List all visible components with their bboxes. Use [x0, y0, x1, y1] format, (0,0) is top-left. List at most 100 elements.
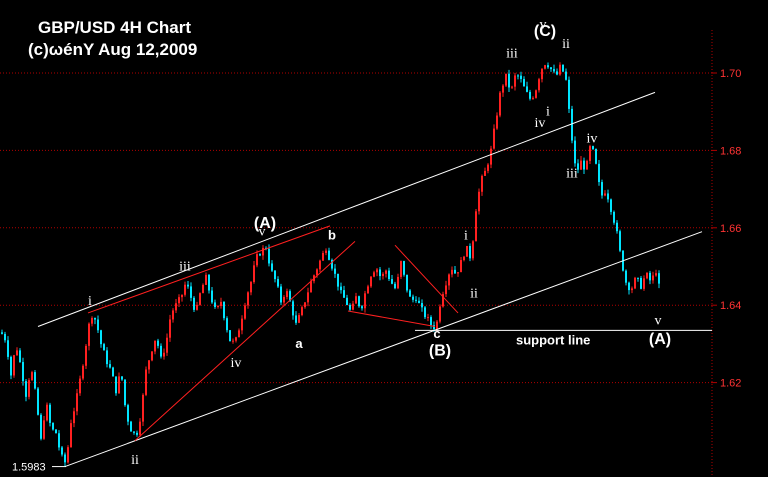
candle-down: [106, 350, 108, 365]
candle-up: [67, 447, 69, 463]
candle-up: [181, 294, 183, 298]
candle-down: [40, 414, 42, 439]
candle-down: [577, 163, 579, 170]
candle-down: [523, 78, 525, 87]
candle-up: [376, 269, 378, 273]
candle-down: [508, 73, 510, 88]
candle-down: [421, 303, 423, 308]
candle-up: [382, 273, 384, 277]
candle-up: [541, 68, 543, 80]
grid-lines: [0, 30, 717, 477]
candle-down: [562, 64, 564, 72]
candle-up: [481, 175, 483, 192]
candle-up: [400, 261, 402, 277]
candle-down: [550, 67, 552, 70]
candle-down: [556, 71, 558, 75]
candle-up: [355, 296, 357, 304]
candle-down: [187, 284, 189, 287]
candle-up: [316, 269, 318, 276]
candle-down: [571, 108, 573, 141]
trendlines: [37, 91, 712, 468]
candle-down: [598, 163, 600, 183]
candle-down: [454, 269, 456, 274]
candle-up: [364, 293, 366, 309]
wave-label: ii: [562, 37, 570, 52]
wave-label: i: [88, 294, 92, 309]
candle-down: [592, 146, 594, 150]
candle-down: [574, 140, 576, 164]
candle-down: [553, 69, 555, 72]
candle-down: [412, 296, 414, 300]
candle-down: [391, 279, 393, 284]
candle-up: [46, 404, 48, 421]
candle-down: [292, 301, 294, 316]
candle-down: [115, 376, 117, 394]
candle-down: [100, 330, 102, 345]
candle-down: [37, 388, 39, 415]
candle-down: [274, 270, 276, 280]
candle-down: [628, 282, 630, 291]
chart-subtitle: (c)ωénY Aug 12,2009: [28, 40, 198, 59]
trendline-A-top: [87, 225, 331, 314]
candle-up: [73, 411, 75, 424]
candle-down: [619, 231, 621, 251]
candle-up: [13, 355, 15, 376]
wave-label: b: [328, 227, 336, 242]
candle-down: [433, 325, 435, 330]
candle-down: [328, 250, 330, 260]
candle-down: [280, 286, 282, 303]
wave-label: a: [295, 336, 303, 351]
candle-down: [337, 273, 339, 287]
candle-up: [532, 97, 534, 99]
candle-up: [466, 245, 468, 257]
y-tick-label: 1.68: [720, 145, 741, 157]
candle-up: [70, 423, 72, 448]
wave-label: iii: [566, 166, 578, 181]
candle-down: [649, 272, 651, 281]
candle-up: [310, 281, 312, 293]
candle-down: [388, 270, 390, 280]
candle-up: [172, 310, 174, 320]
candle-up: [151, 351, 153, 361]
candle-up: [451, 269, 453, 275]
candle-up: [397, 276, 399, 289]
candle-down: [334, 268, 336, 274]
candle-up: [88, 323, 90, 346]
candle-up: [514, 75, 516, 87]
wave-label: (A): [649, 331, 671, 348]
wave-label: ii: [470, 286, 478, 301]
candle-down: [607, 193, 609, 200]
low-price-label: 1.5983: [12, 462, 46, 474]
candle-down: [49, 404, 51, 423]
candle-up: [493, 128, 495, 149]
candle-up: [202, 284, 204, 294]
candle-up: [475, 211, 477, 242]
candle-up: [535, 90, 537, 98]
candle-up: [31, 372, 33, 381]
wave-label: (B): [429, 343, 451, 360]
wave-label: iv: [231, 356, 242, 371]
candle-down: [208, 274, 210, 291]
candle-down: [616, 222, 618, 232]
candle-up: [373, 272, 375, 277]
candle-up: [301, 307, 303, 316]
candle-down: [229, 330, 231, 342]
candle-down: [124, 379, 126, 406]
y-tick-label: 1.66: [720, 223, 741, 235]
candle-down: [259, 254, 261, 256]
candle-up: [139, 421, 141, 435]
candle-down: [547, 65, 549, 68]
candle-down: [271, 263, 273, 271]
candle-up: [82, 365, 84, 379]
candle-down: [7, 340, 9, 357]
candle-down: [568, 79, 570, 109]
support-line-label: support line: [516, 332, 590, 347]
candle-up: [634, 277, 636, 289]
candle-up: [352, 303, 354, 310]
candle-down: [133, 431, 135, 433]
candle-up: [436, 321, 438, 330]
candle-down: [61, 447, 63, 455]
candle-down: [25, 381, 27, 397]
candle-up: [487, 164, 489, 171]
candle-down: [55, 429, 57, 434]
